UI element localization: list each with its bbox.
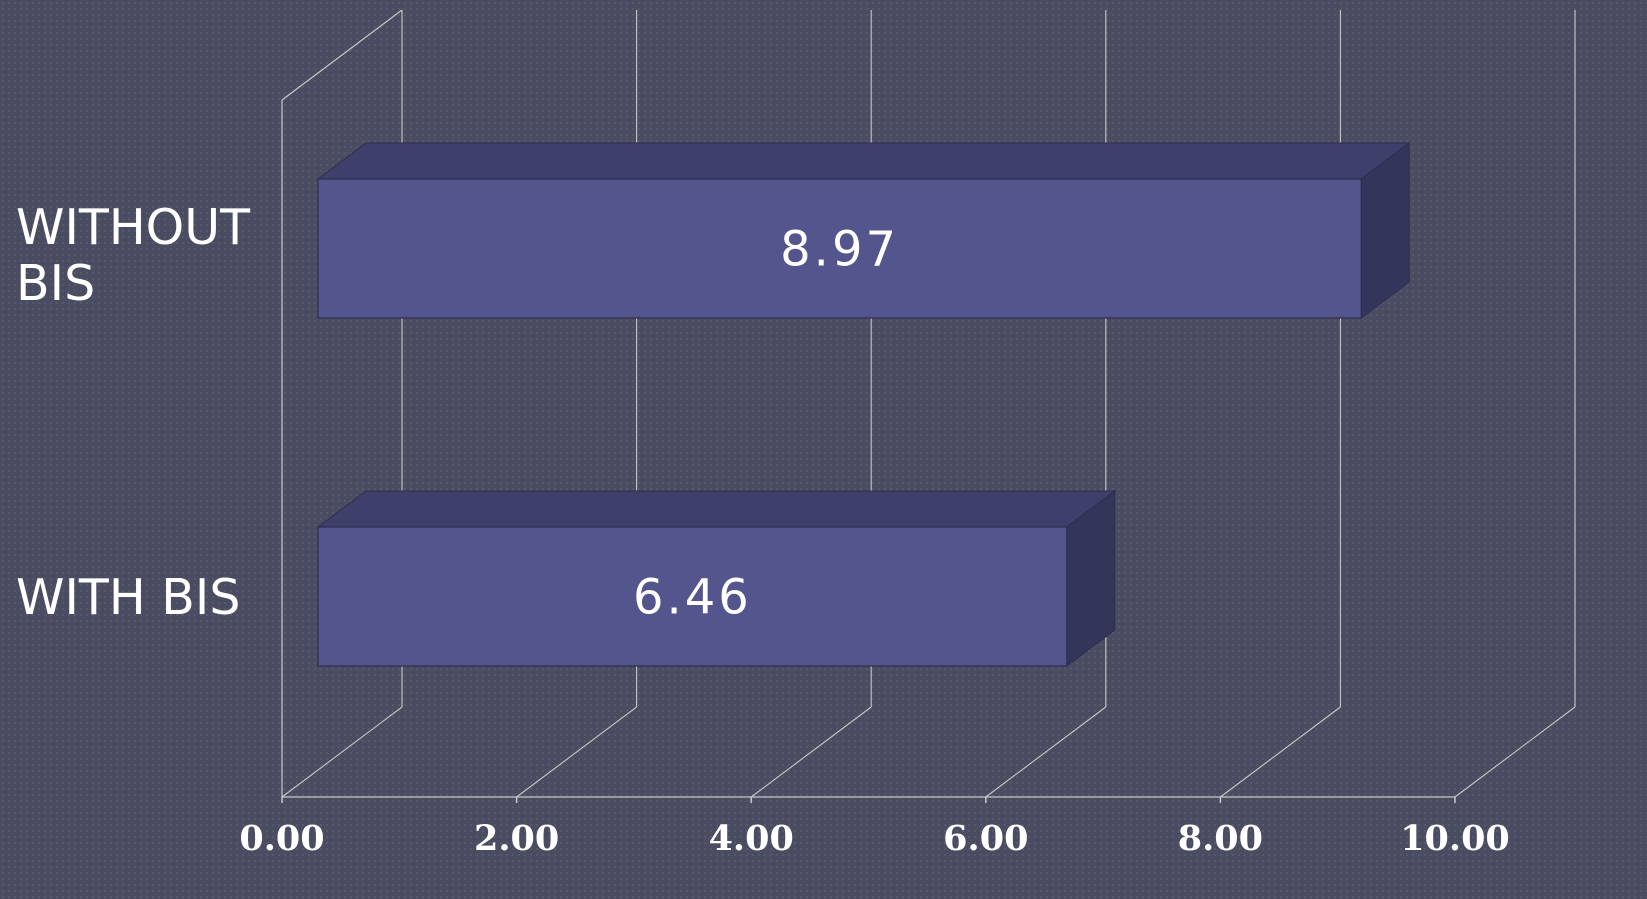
floor-gridline [516,706,637,798]
bar-top-face [316,142,1411,180]
floor-gridline [281,706,403,798]
tick-label: 10.00 [1400,818,1510,859]
tick-label: 4.00 [709,818,794,859]
bar-value-label: 8.97 [780,222,899,278]
bars: 8.97 6.46 [316,142,1411,667]
bar [317,526,1068,667]
bar-top-face [316,490,1117,528]
category-label-without-bis: WITHOUT BIS [16,199,251,313]
category-label-with-bis: WITH BIS [16,569,241,626]
bar [317,178,1362,319]
floor-gridline [985,706,1107,798]
floor-gridline [1220,706,1341,798]
floor-gridline [750,706,872,798]
bar-value-label: 6.46 [633,570,752,626]
tick-label: 0.00 [239,818,324,859]
floor-gridline [1454,706,1576,798]
tick-label: 8.00 [1178,818,1263,859]
tick-label: 2.00 [474,818,559,859]
gridlines [281,9,1576,798]
wall-edge-top [281,9,403,101]
x-axis-ticks: 0.00 2.00 4.00 6.00 8.00 10.00 [239,797,1510,859]
tick-label: 6.00 [943,818,1028,859]
